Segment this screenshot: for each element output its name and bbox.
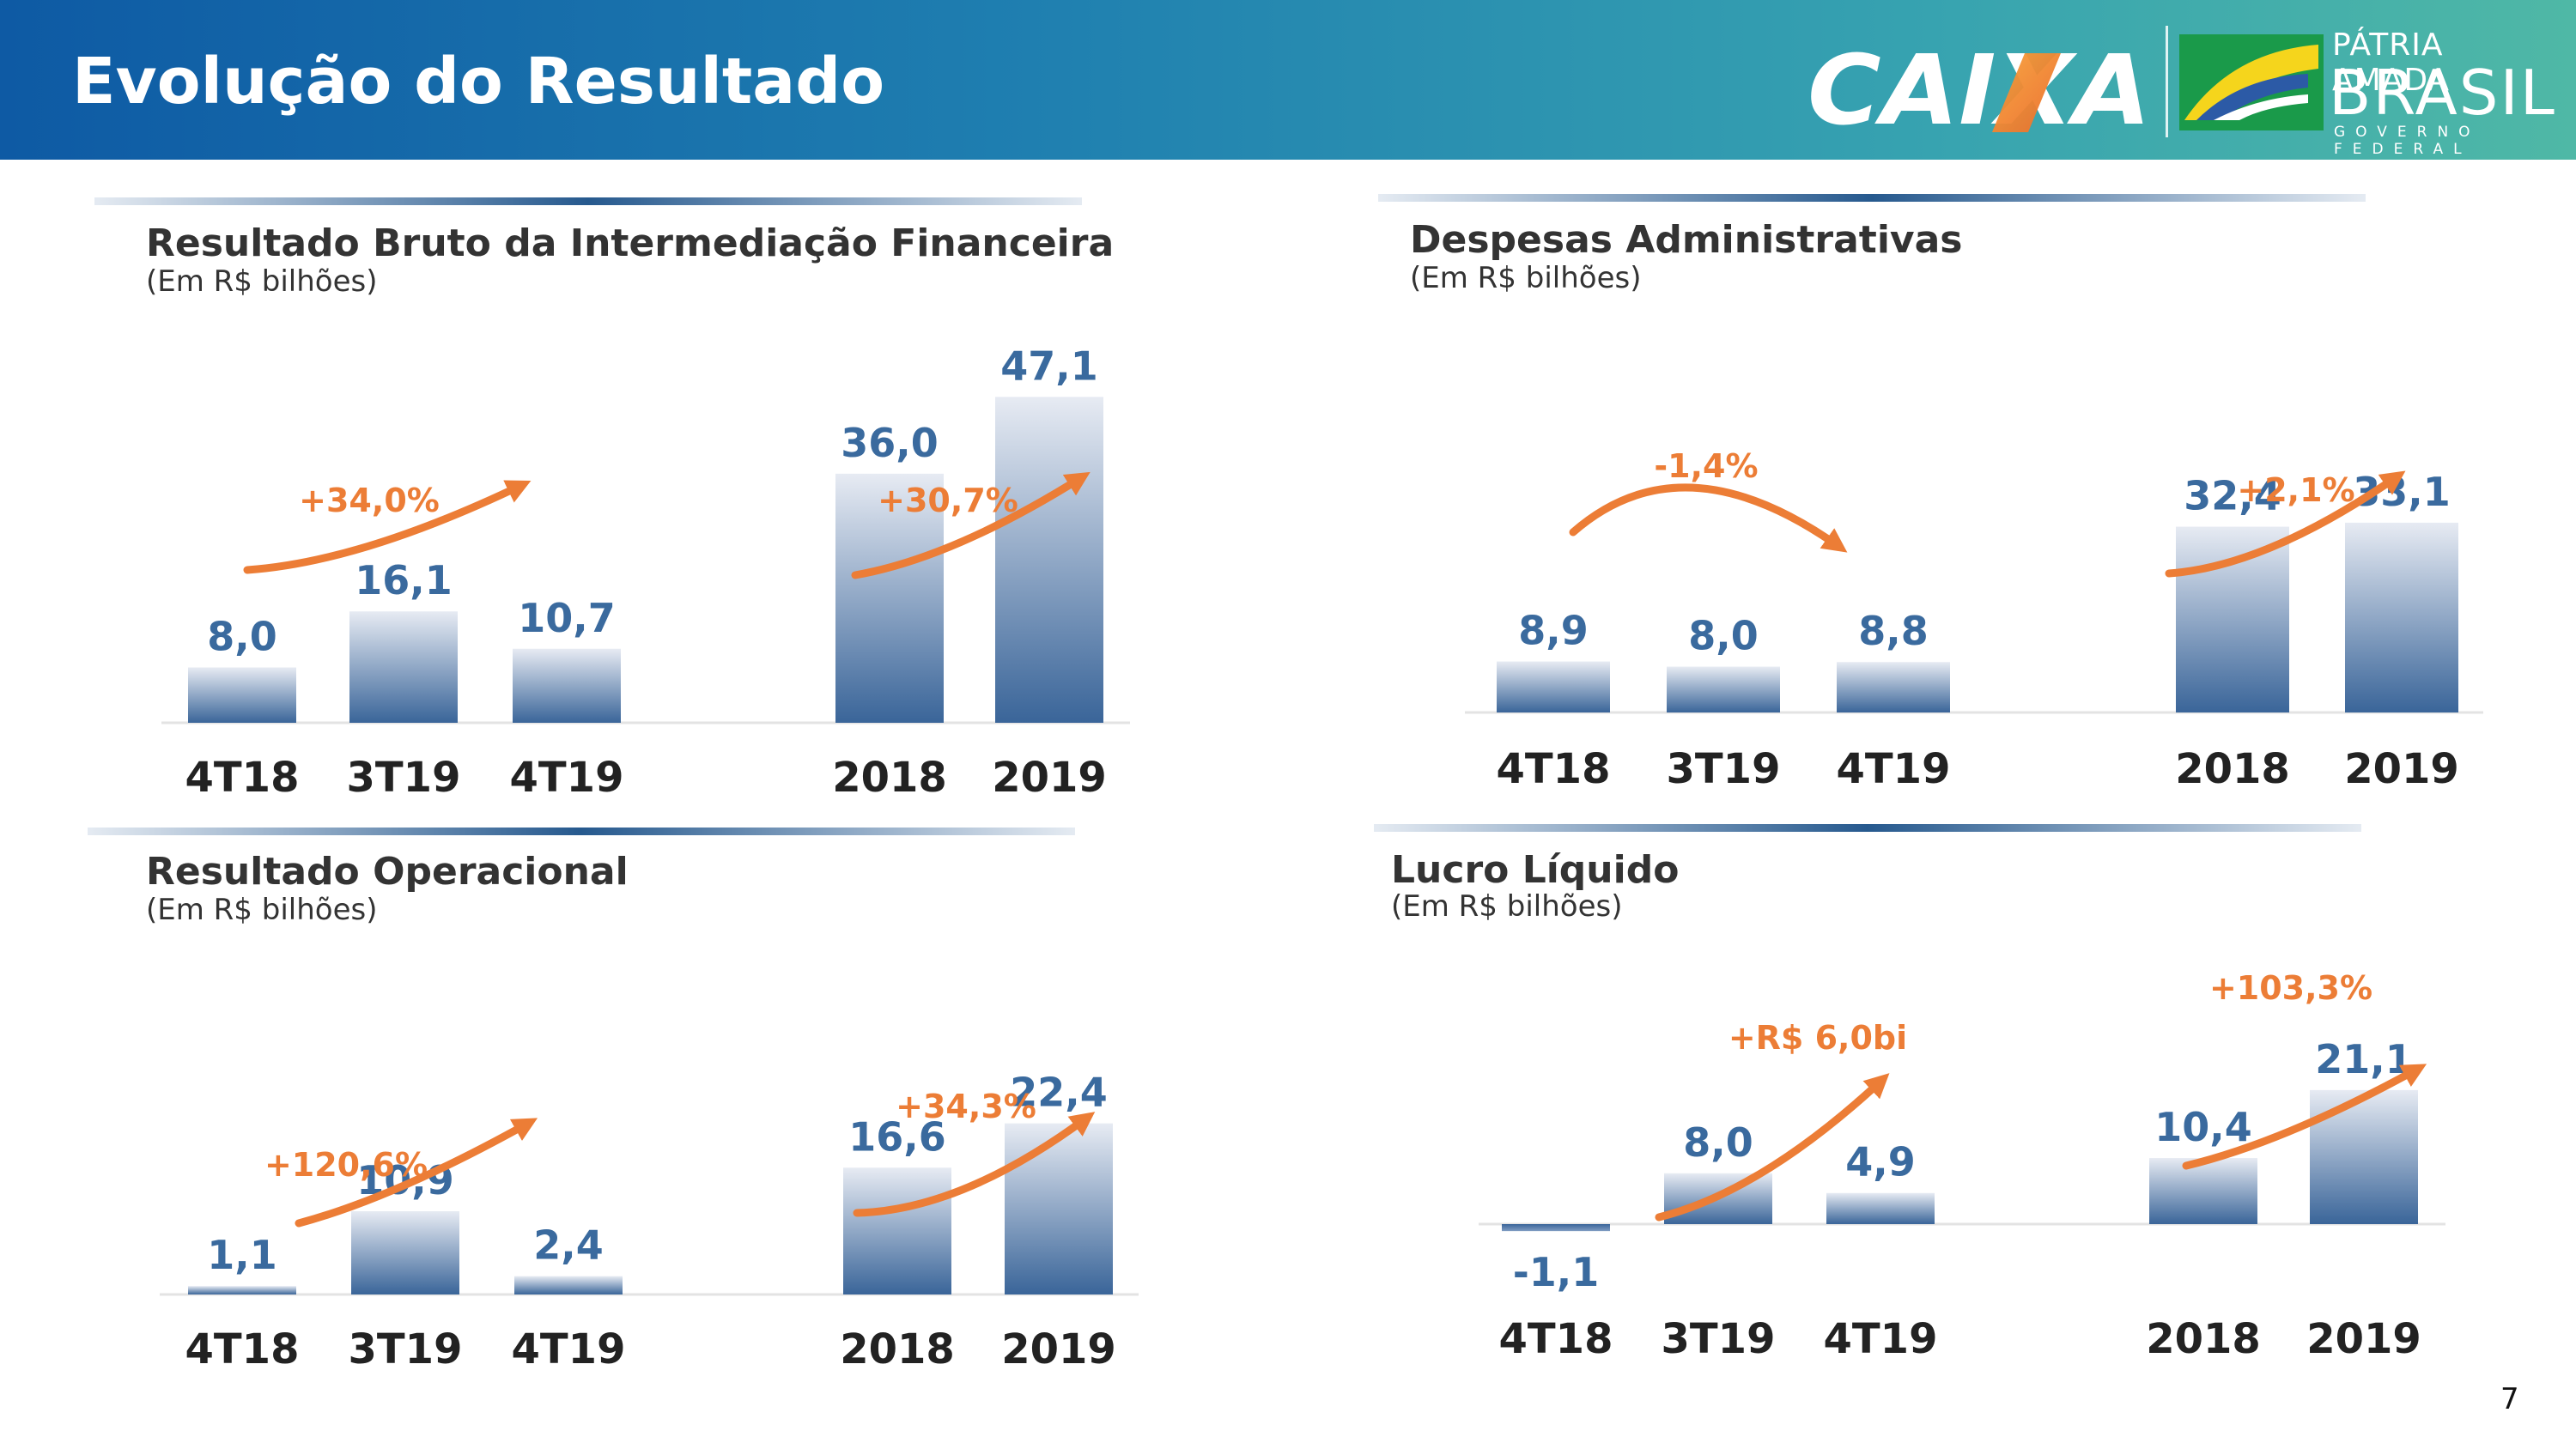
bar-4T18: [188, 667, 296, 723]
value-label-4T18: 1,1: [207, 1232, 277, 1278]
chart-title-lucro: Lucro Líquido: [1391, 848, 1680, 892]
brand-line-governo: GOVERNO FEDERAL: [2334, 124, 2481, 158]
value-label-2019: 21,1: [2315, 1036, 2413, 1082]
bar-3T19: [1667, 666, 1780, 712]
logo-divider: [2166, 26, 2168, 137]
brand-line-brasil: BRASIL: [2329, 57, 2556, 129]
chart-subtitle-rbif: (Em R$ bilhões): [146, 264, 378, 299]
growth-label: +30,7%: [878, 482, 1018, 519]
caixa-logo: CAIXA: [1807, 38, 2151, 141]
category-label-4T18: 4T18: [1499, 1315, 1613, 1363]
bar-4T19: [1837, 662, 1950, 712]
bar-3T19: [351, 1210, 459, 1294]
value-label-4T18: -1,1: [1513, 1249, 1600, 1295]
chart-subtitle-despesas: (Em R$ bilhões): [1410, 261, 1642, 295]
value-label-2018: 10,4: [2154, 1104, 2252, 1150]
bar-4T19: [514, 1276, 623, 1294]
category-label-2019: 2019: [2344, 745, 2459, 793]
header-banner: Evolução do Resultado CAIXA PÁTRIA AMADA…: [0, 0, 2576, 160]
bar-4T19: [1826, 1192, 1935, 1224]
growth-arrow: [295, 1118, 538, 1228]
growth-label: +34,0%: [299, 482, 440, 519]
category-label-4T18: 4T18: [185, 754, 300, 802]
caixa-logo-text: CAIXA: [1807, 38, 2151, 141]
category-label-2018: 2018: [2175, 745, 2290, 793]
panel-rule-1: [94, 197, 1082, 205]
growth-arrow: [243, 480, 532, 574]
growth-label: +34,3%: [896, 1088, 1036, 1125]
growth-label: -1,4%: [1654, 447, 1758, 485]
value-label-4T19: 8,8: [1858, 608, 1929, 654]
growth-label: +2,1%: [2237, 471, 2354, 509]
panel-rule-2: [1378, 194, 2366, 202]
category-label-3T19: 3T19: [347, 754, 461, 802]
growth-arrow: [2182, 1064, 2427, 1170]
growth-arrow: [851, 471, 1091, 579]
category-label-2018: 2018: [832, 754, 947, 802]
category-label-3T19: 3T19: [1662, 1315, 1776, 1363]
bar-2019: [995, 397, 1103, 723]
value-label-2018: 36,0: [841, 420, 939, 466]
category-label-4T19: 4T19: [1837, 745, 1951, 793]
bar-2019: [2345, 522, 2458, 712]
bar-2018: [2149, 1158, 2257, 1224]
value-label-4T19: 10,7: [518, 595, 616, 641]
category-label-4T19: 4T19: [512, 1325, 626, 1373]
value-label-2018: 32,4: [2184, 473, 2281, 519]
growth-label: +120,6%: [264, 1146, 428, 1184]
bar-2019: [1005, 1123, 1113, 1294]
value-label-2019: 47,1: [1000, 343, 1098, 389]
category-label-4T19: 4T19: [510, 754, 624, 802]
value-label-3T19: 8,0: [1688, 613, 1759, 659]
chart-title-despesas: Despesas Administrativas: [1410, 218, 1963, 262]
bar-4T18: [188, 1286, 296, 1294]
growth-arrow: [853, 1112, 1096, 1217]
value-label-4T19: 4,9: [1845, 1139, 1916, 1185]
chart-subtitle-operacional: (Em R$ bilhões): [146, 893, 378, 927]
growth-label: +R$ 6,0bi: [1728, 1019, 1907, 1057]
bar-3T19: [349, 611, 458, 723]
growth-arrow: [1569, 483, 1848, 553]
chart-title-rbif: Resultado Bruto da Intermediação Finance…: [146, 221, 1115, 265]
panel-rule-3: [88, 828, 1075, 835]
category-label-4T18: 4T18: [185, 1325, 300, 1373]
growth-label: +103,3%: [2209, 969, 2372, 1007]
category-label-2019: 2019: [2306, 1315, 2421, 1363]
bar-4T18: [1497, 661, 1610, 712]
category-label-2018: 2018: [2146, 1315, 2261, 1363]
value-label-2019: 22,4: [1010, 1070, 1108, 1116]
value-label-3T19: 16,1: [355, 557, 453, 603]
chart-title-operacional: Resultado Operacional: [146, 850, 629, 894]
bar-2018: [835, 473, 944, 723]
growth-arrow: [1655, 1073, 1890, 1222]
page-title: Evolução do Resultado: [72, 45, 885, 118]
page-number: 7: [2500, 1382, 2519, 1416]
brand-line-patria: PÁTRIA AMADA: [2332, 27, 2451, 98]
category-label-2018: 2018: [840, 1325, 955, 1373]
value-label-4T19: 2,4: [533, 1222, 604, 1269]
category-label-2019: 2019: [1001, 1325, 1116, 1373]
category-label-4T19: 4T19: [1824, 1315, 1938, 1363]
value-label-4T18: 8,0: [207, 614, 277, 660]
value-label-3T19: 8,0: [1683, 1119, 1753, 1166]
value-label-4T18: 8,9: [1518, 608, 1589, 654]
growth-arrow: [2165, 470, 2406, 578]
brasil-flag-icon: [2179, 34, 2324, 130]
bar-2019: [2310, 1089, 2418, 1224]
brasil-brand: PÁTRIA AMADA BRASIL GOVERNO FEDERAL: [2329, 27, 2564, 158]
panel-rule-4: [1374, 824, 2361, 832]
bar-4T18: [1502, 1224, 1610, 1232]
bar-2018: [843, 1167, 951, 1294]
value-label-2018: 16,6: [848, 1113, 946, 1160]
chart-subtitle-lucro: (Em R$ bilhões): [1391, 889, 1623, 924]
bar-4T19: [513, 648, 621, 723]
category-label-3T19: 3T19: [1667, 745, 1781, 793]
category-label-2019: 2019: [992, 754, 1107, 802]
category-label-3T19: 3T19: [349, 1325, 463, 1373]
category-label-4T18: 4T18: [1497, 745, 1611, 793]
